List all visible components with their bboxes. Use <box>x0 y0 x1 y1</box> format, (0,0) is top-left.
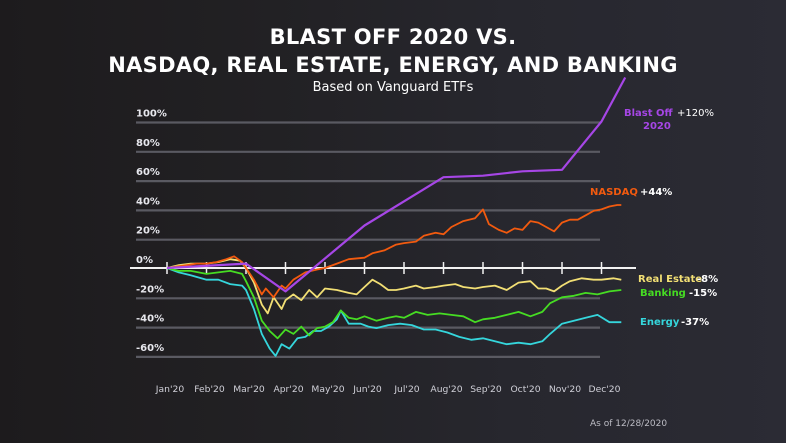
gridlines <box>136 121 600 358</box>
series-label-blast-off: Blast Off <box>624 108 674 119</box>
x-tick-label: Apr'20 <box>273 384 303 395</box>
x-tick-label: Oct'20 <box>510 384 540 395</box>
y-axis-labels: 100% 80% 60% 40% 20% 0% -20% -40% -60% <box>136 109 167 354</box>
chart-title: BLAST OFF 2020 VS. <box>269 25 517 49</box>
x-tick-label: Jul'20 <box>393 384 419 395</box>
series-label-banking: Banking <box>640 288 686 299</box>
chart-title-line2: NASDAQ, REAL ESTATE, ENERGY, AND BANKING <box>108 53 678 77</box>
x-tick-label: Nov'20 <box>549 384 581 395</box>
series-value-blast-off: +120% <box>677 108 714 119</box>
series-line-nasdaq <box>166 204 622 299</box>
x-tick-label: Sep'20 <box>470 384 502 395</box>
series-value-energy: -37% <box>681 317 709 328</box>
y-tick-label: -20% <box>136 284 164 295</box>
x-tick-label: Aug'20 <box>430 384 462 395</box>
y-tick-label: 100% <box>136 109 167 120</box>
series-label-nasdaq: NASDAQ <box>590 187 638 198</box>
series-value-real-estate: -8% <box>697 274 718 285</box>
x-axis-labels: Jan'20 Feb'20 Mar'20 Apr'20 May'20 Jun'20 Jul'… <box>155 384 621 395</box>
y-tick-label: 0% <box>136 255 153 266</box>
as-of-date: As of 12/28/2020 <box>590 419 668 429</box>
series-line-energy <box>166 267 622 357</box>
series-lines <box>166 76 627 357</box>
y-tick-label: 60% <box>136 167 160 178</box>
x-tick-label: May'20 <box>311 384 344 395</box>
series-value-nasdaq: +44% <box>640 187 672 198</box>
series-label-real-estate: Real Estate <box>638 274 702 285</box>
x-tick-label: Feb'20 <box>194 384 225 395</box>
series-value-banking: -15% <box>689 288 717 299</box>
y-tick-label: -40% <box>136 314 164 325</box>
x-tick-label: Mar'20 <box>233 384 265 395</box>
y-tick-label: -60% <box>136 343 164 354</box>
x-tick-label: Jan'20 <box>155 384 185 395</box>
x-tick-label: Dec'20 <box>589 384 621 395</box>
chart-subtitle: Based on Vanguard ETFs <box>312 80 474 95</box>
series-line-real-estate <box>166 258 622 315</box>
y-tick-label: 80% <box>136 138 160 149</box>
series-line-blast-off-2020 <box>166 76 627 293</box>
x-axis <box>130 262 636 274</box>
y-tick-label: 40% <box>136 196 160 207</box>
series-label-blast-off-line2: 2020 <box>643 121 671 132</box>
series-label-energy: Energy <box>640 317 680 328</box>
y-tick-label: 20% <box>136 226 160 237</box>
x-tick-label: Jun'20 <box>352 384 382 395</box>
series-line-banking <box>166 267 622 340</box>
